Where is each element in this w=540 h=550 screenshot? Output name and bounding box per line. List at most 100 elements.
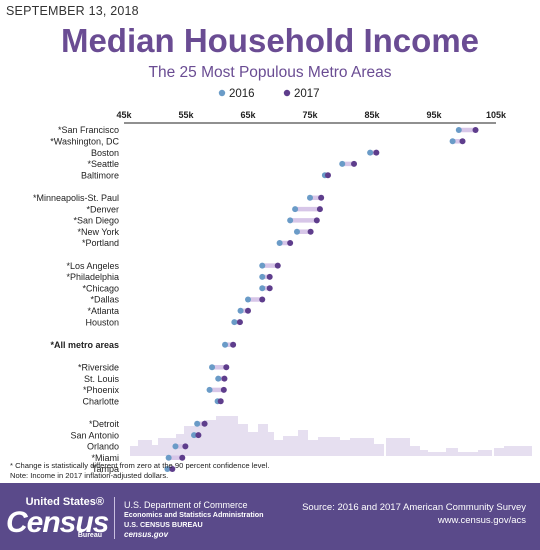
x-tick-label: 75k xyxy=(302,110,318,120)
row-label: Tampa xyxy=(92,464,119,474)
skyline-building xyxy=(318,437,340,456)
point-2016 xyxy=(172,443,179,450)
point-2017 xyxy=(179,454,186,461)
skyline-building xyxy=(184,426,206,456)
row-label: *New York xyxy=(77,227,119,237)
point-2017 xyxy=(223,364,230,371)
point-2016 xyxy=(259,262,266,269)
skyline-building xyxy=(350,438,374,456)
point-2016 xyxy=(367,149,374,156)
chart-subtitle: The 25 Most Populous Metro Areas xyxy=(148,64,392,81)
point-2016 xyxy=(276,240,283,246)
footer-bar: United States® Census Bureau U.S. Depart… xyxy=(0,483,540,550)
row-label: Orlando xyxy=(87,442,119,452)
agency-website[interactable]: census.gov xyxy=(124,530,169,539)
row-label: *Miami xyxy=(91,453,119,463)
logo-united-states: United States® xyxy=(25,496,104,508)
point-2017 xyxy=(274,262,281,269)
logo-census-wordmark: Census xyxy=(6,506,109,539)
agency-bureau: U.S. CENSUS BUREAU xyxy=(124,520,203,529)
skyline-building xyxy=(283,436,299,456)
skyline-building xyxy=(216,416,238,456)
row-label: *San Francisco xyxy=(58,125,119,135)
x-tick-label: 55k xyxy=(178,110,194,120)
row-label: *Riverside xyxy=(78,363,119,373)
skyline-building xyxy=(374,444,384,456)
point-2017 xyxy=(169,466,176,472)
skyline-building xyxy=(158,438,178,456)
point-2016 xyxy=(455,127,462,133)
skyline-building xyxy=(446,448,458,456)
x-tick-label: 85k xyxy=(364,110,380,120)
x-tick-label: 95k xyxy=(426,110,442,120)
row-label: Baltimore xyxy=(81,170,119,180)
census-bureau-logo: United States® Census Bureau xyxy=(6,496,109,541)
skyline-building xyxy=(150,445,158,456)
point-2017 xyxy=(313,217,320,224)
skyline-building xyxy=(258,424,268,456)
point-2017 xyxy=(472,127,479,133)
skyline-building xyxy=(420,450,428,456)
point-2017 xyxy=(182,443,189,450)
legend-label-2016: 2016 xyxy=(229,88,255,100)
point-2017 xyxy=(201,420,208,427)
point-2016 xyxy=(222,341,229,348)
source-block: Source: 2016 and 2017 American Community… xyxy=(302,501,526,527)
footnote-significance: * Change is statistically different from… xyxy=(10,461,270,470)
x-tick-label: 45k xyxy=(116,110,132,120)
point-2017 xyxy=(351,160,358,167)
row-label: *Los Angeles xyxy=(66,261,119,271)
row-label: *Chicago xyxy=(82,283,119,293)
chart-title: Median Household Income xyxy=(60,22,480,59)
row-label: *Dallas xyxy=(90,295,119,305)
point-2017 xyxy=(266,273,273,280)
point-2017 xyxy=(217,398,224,405)
point-2016 xyxy=(292,206,299,213)
agency-department: U.S. Department of Commerce xyxy=(124,500,248,510)
skyline-building xyxy=(266,432,274,456)
skyline-building xyxy=(138,440,152,456)
point-2016 xyxy=(206,386,213,393)
row-label: Boston xyxy=(91,148,119,158)
skyline-building xyxy=(478,450,492,456)
point-2017 xyxy=(459,138,466,145)
point-2017 xyxy=(245,307,251,314)
legend-marker-2017 xyxy=(283,89,291,97)
skyline-building xyxy=(386,438,410,456)
source-text: Source: 2016 and 2017 American Community… xyxy=(302,502,526,513)
source-url[interactable]: www.census.gov/acs xyxy=(437,515,526,526)
row-label: *Detroit xyxy=(89,419,120,429)
row-label: *Denver xyxy=(86,204,119,214)
point-2016 xyxy=(259,273,266,280)
point-2016 xyxy=(449,138,456,145)
point-2017 xyxy=(195,432,202,439)
release-date: SEPTEMBER 13, 2018 xyxy=(6,4,139,18)
footnotes: * Change is statistically different from… xyxy=(10,461,269,481)
logo-bureau: Bureau xyxy=(77,532,102,539)
point-2016 xyxy=(165,454,172,461)
city-skyline-illustration xyxy=(130,416,532,456)
point-2017 xyxy=(230,341,237,348)
point-2016 xyxy=(231,319,238,326)
agency-block: U.S. Department of Commerce Economics an… xyxy=(124,500,264,540)
point-2017 xyxy=(324,172,331,179)
point-2016 xyxy=(245,296,251,303)
row-label: *Portland xyxy=(82,238,119,248)
point-2016 xyxy=(164,466,171,472)
row-label: *Washington, DC xyxy=(50,137,119,147)
point-2016 xyxy=(191,432,198,439)
row-label: San Antonio xyxy=(70,430,119,440)
skyline-building xyxy=(246,432,260,456)
point-2016 xyxy=(237,307,244,314)
point-2017 xyxy=(287,240,294,246)
row-label: Houston xyxy=(85,317,119,327)
skyline-building xyxy=(204,420,218,456)
point-2017 xyxy=(307,228,314,235)
row-label: Charlotte xyxy=(82,396,119,406)
legend-label-2017: 2017 xyxy=(294,88,320,100)
point-2017 xyxy=(221,375,228,382)
point-2016 xyxy=(215,375,222,382)
legend-marker-2016 xyxy=(218,89,226,97)
row-label: *San Diego xyxy=(73,216,119,226)
skyline-building xyxy=(410,446,420,456)
